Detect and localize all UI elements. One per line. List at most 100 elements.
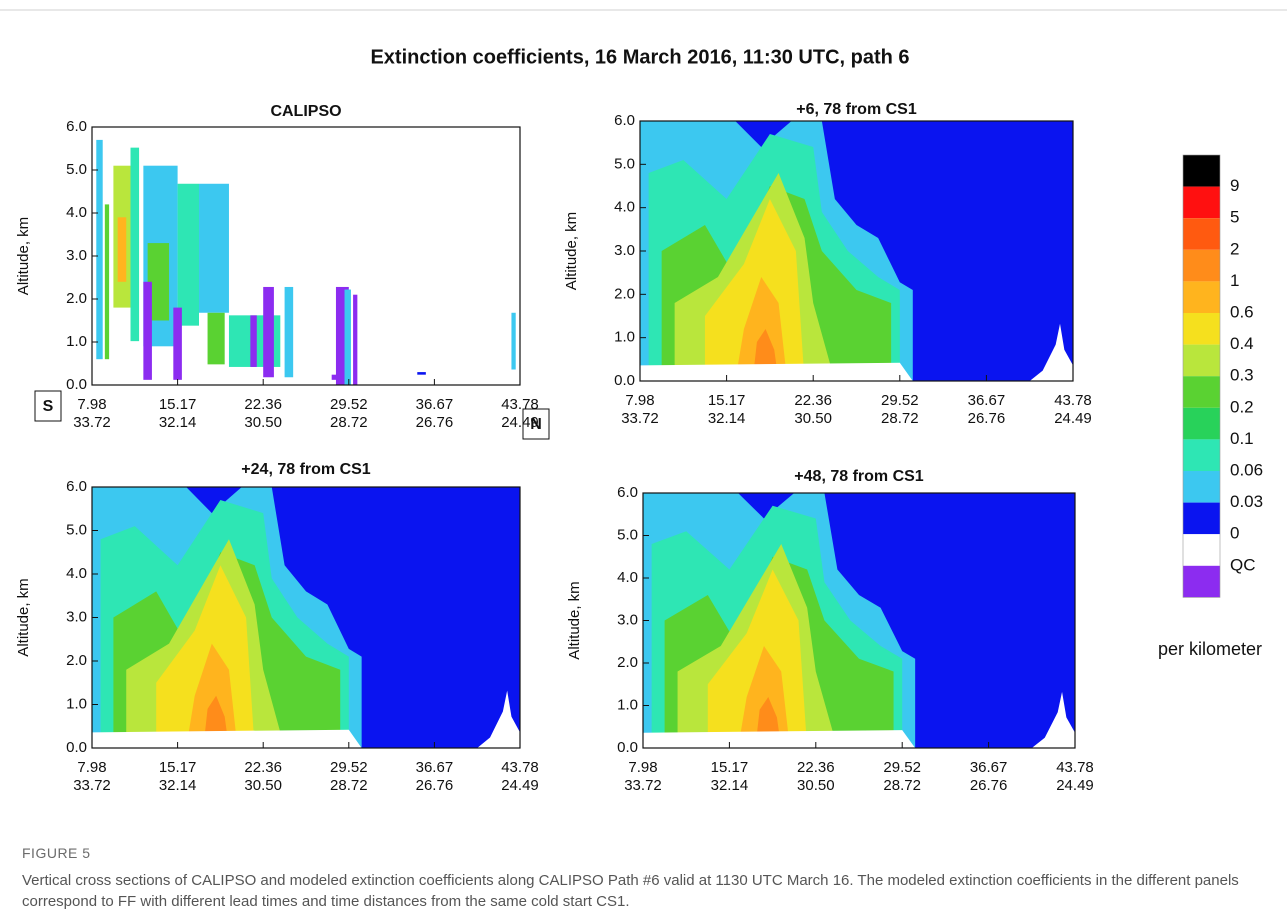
x-tick-label: 26.76	[416, 777, 454, 794]
south-label: S	[43, 398, 54, 415]
y-tick-label: 2.0	[614, 285, 635, 302]
colorbar-swatch	[1183, 471, 1220, 503]
x-tick-label: 43.78	[501, 396, 539, 413]
panel-title: CALIPSO	[270, 103, 341, 120]
x-tick-label: 7.98	[77, 759, 106, 776]
y-tick-label: 1.0	[66, 695, 87, 712]
colorbar-label: 0.6	[1230, 302, 1254, 321]
south-box	[34, 390, 62, 422]
x-tick-label: 15.17	[711, 759, 749, 776]
y-tick-label: 2.0	[66, 652, 87, 669]
y-tick-label: 4.0	[66, 565, 87, 582]
y-tick-label: 1.0	[617, 696, 638, 713]
x-tick-label: 7.98	[628, 759, 657, 776]
y-tick-label: 6.0	[614, 112, 635, 129]
x-tick-label: 28.72	[881, 410, 919, 427]
colorbar-label: 1	[1230, 271, 1239, 290]
x-tick-label: 33.72	[621, 410, 659, 427]
y-tick-label: 5.0	[617, 526, 638, 543]
colorbar-swatch	[1183, 313, 1220, 345]
figure-title: Extinction coefficients, 16 March 2016, …	[370, 46, 909, 68]
x-tick-label: 32.14	[159, 414, 197, 431]
y-tick-label: 6.0	[66, 118, 87, 135]
x-tick-label: 26.76	[970, 777, 1008, 794]
y-tick-label: 5.0	[66, 161, 87, 178]
x-tick-label: 30.50	[244, 414, 282, 431]
colorbar-swatch	[1183, 249, 1220, 282]
x-tick-label: 33.72	[624, 777, 662, 794]
x-tick-label: 30.50	[244, 777, 282, 794]
colorbar-swatch	[1183, 376, 1220, 408]
x-tick-label: 15.17	[159, 759, 197, 776]
y-tick-label: 2.0	[66, 290, 87, 307]
colorbar-unit: per kilometer	[1158, 639, 1262, 659]
y-tick-label: 2.0	[617, 654, 638, 671]
x-tick-label: 36.67	[416, 759, 454, 776]
y-axis-label: Altitude, km	[15, 578, 32, 656]
colorbar-label: 9	[1230, 176, 1239, 195]
colorbar-label: 0.1	[1230, 429, 1254, 448]
y-tick-label: 5.0	[614, 155, 635, 172]
x-tick-label: 36.67	[970, 759, 1008, 776]
x-tick-label: 24.49	[501, 777, 539, 794]
y-axis-label: Altitude, km	[566, 581, 583, 659]
y-tick-label: 3.0	[66, 247, 87, 264]
x-tick-label: 26.76	[416, 414, 454, 431]
x-tick-label: 32.14	[159, 777, 197, 794]
y-tick-label: 4.0	[617, 569, 638, 586]
north-label: N	[530, 416, 542, 433]
y-tick-label: 3.0	[617, 611, 638, 628]
figure: Extinction coefficients, 16 March 2016, …	[0, 9, 1287, 794]
x-tick-label: 32.14	[711, 777, 749, 794]
plot-field	[92, 127, 520, 385]
x-tick-label: 29.52	[330, 396, 368, 413]
colorbar-label: 0.2	[1230, 397, 1254, 416]
north-box	[522, 408, 550, 440]
y-axis-label: Altitude, km	[563, 212, 580, 290]
x-tick-label: 36.67	[968, 392, 1006, 409]
x-tick-label: 33.72	[73, 414, 111, 431]
x-tick-label: 43.78	[1056, 759, 1094, 776]
colorbar-swatch	[1183, 439, 1220, 471]
y-tick-label: 0.0	[66, 739, 87, 756]
y-tick-label: 1.0	[614, 329, 635, 346]
caption-label: FIGURE 5	[22, 845, 91, 861]
colorbar-frame	[1182, 154, 1221, 598]
y-tick-label: 4.0	[614, 199, 635, 216]
y-tick-label: 5.0	[66, 521, 87, 538]
x-tick-label: 22.36	[244, 396, 282, 413]
colorbar-label: 2	[1230, 239, 1239, 258]
x-tick-label: 15.17	[708, 392, 746, 409]
x-tick-label: 33.72	[73, 777, 111, 794]
colorbar-swatch	[1183, 344, 1220, 377]
y-tick-label: 4.0	[66, 204, 87, 221]
y-tick-label: 0.0	[66, 376, 87, 393]
plot-field	[640, 121, 1073, 381]
x-tick-label: 30.50	[797, 777, 835, 794]
x-tick-label: 43.78	[501, 759, 539, 776]
x-tick-label: 28.72	[883, 777, 921, 794]
x-tick-label: 15.17	[159, 396, 197, 413]
x-tick-label: 26.76	[968, 410, 1006, 427]
y-tick-label: 1.0	[66, 333, 87, 350]
caption-text: Vertical cross sections of CALIPSO and m…	[22, 872, 1239, 910]
x-tick-label: 28.72	[330, 777, 368, 794]
x-tick-label: 28.72	[330, 414, 368, 431]
y-tick-label: 3.0	[66, 608, 87, 625]
colorbar-swatch	[1183, 502, 1220, 535]
colorbar-label: 0.06	[1230, 460, 1263, 479]
x-tick-label: 24.49	[501, 414, 539, 431]
x-tick-label: 22.36	[794, 392, 832, 409]
x-tick-label: 22.36	[797, 759, 835, 776]
y-axis-label: Altitude, km	[15, 217, 32, 295]
x-tick-label: 29.52	[881, 392, 919, 409]
colorbar-label: 5	[1230, 208, 1239, 227]
colorbar-label: 0	[1230, 524, 1239, 543]
colorbar-swatch	[1183, 218, 1220, 250]
x-tick-label: 7.98	[77, 396, 106, 413]
y-tick-label: 0.0	[614, 372, 635, 389]
y-tick-label: 6.0	[66, 478, 87, 495]
colorbar-label: QC	[1230, 555, 1256, 574]
colorbar-swatch	[1183, 407, 1220, 440]
